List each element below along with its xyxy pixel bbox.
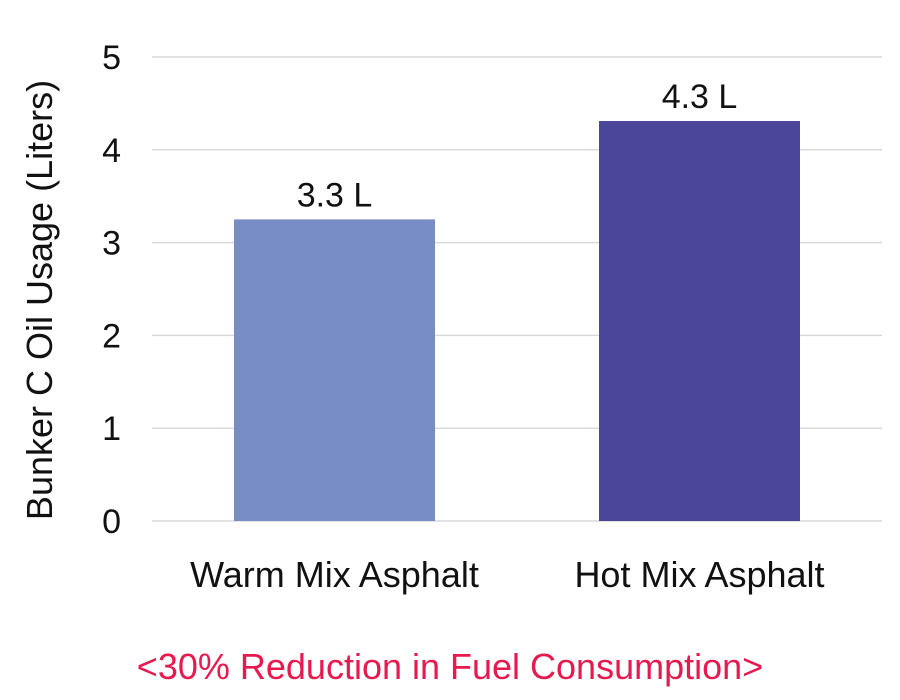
bar-hot-mix-asphalt xyxy=(599,121,800,522)
data-label: 4.3 L xyxy=(662,78,738,116)
y-axis-label: Bunker C Oil Usage (Liters) xyxy=(19,80,60,520)
data-labels: 3.3 L 4.3 L xyxy=(297,78,738,214)
y-tick-label: 1 xyxy=(102,410,121,448)
y-tick-label: 4 xyxy=(102,132,121,170)
y-tick-label: 0 xyxy=(102,503,121,541)
bar-warm-mix-asphalt xyxy=(234,219,435,521)
x-category-label: Hot Mix Asphalt xyxy=(574,554,824,595)
x-category-label: Warm Mix Asphalt xyxy=(190,554,479,595)
chart-caption: <30% Reduction in Fuel Consumption> xyxy=(136,646,764,687)
y-tick-labels: 0 1 2 3 4 5 xyxy=(102,39,121,541)
y-tick-label: 5 xyxy=(102,39,121,77)
bars xyxy=(234,121,800,522)
y-tick-label: 2 xyxy=(102,317,121,355)
x-category-labels: Warm Mix Asphalt Hot Mix Asphalt xyxy=(190,554,824,595)
y-tick-label: 3 xyxy=(102,225,121,263)
data-label: 3.3 L xyxy=(297,176,373,214)
